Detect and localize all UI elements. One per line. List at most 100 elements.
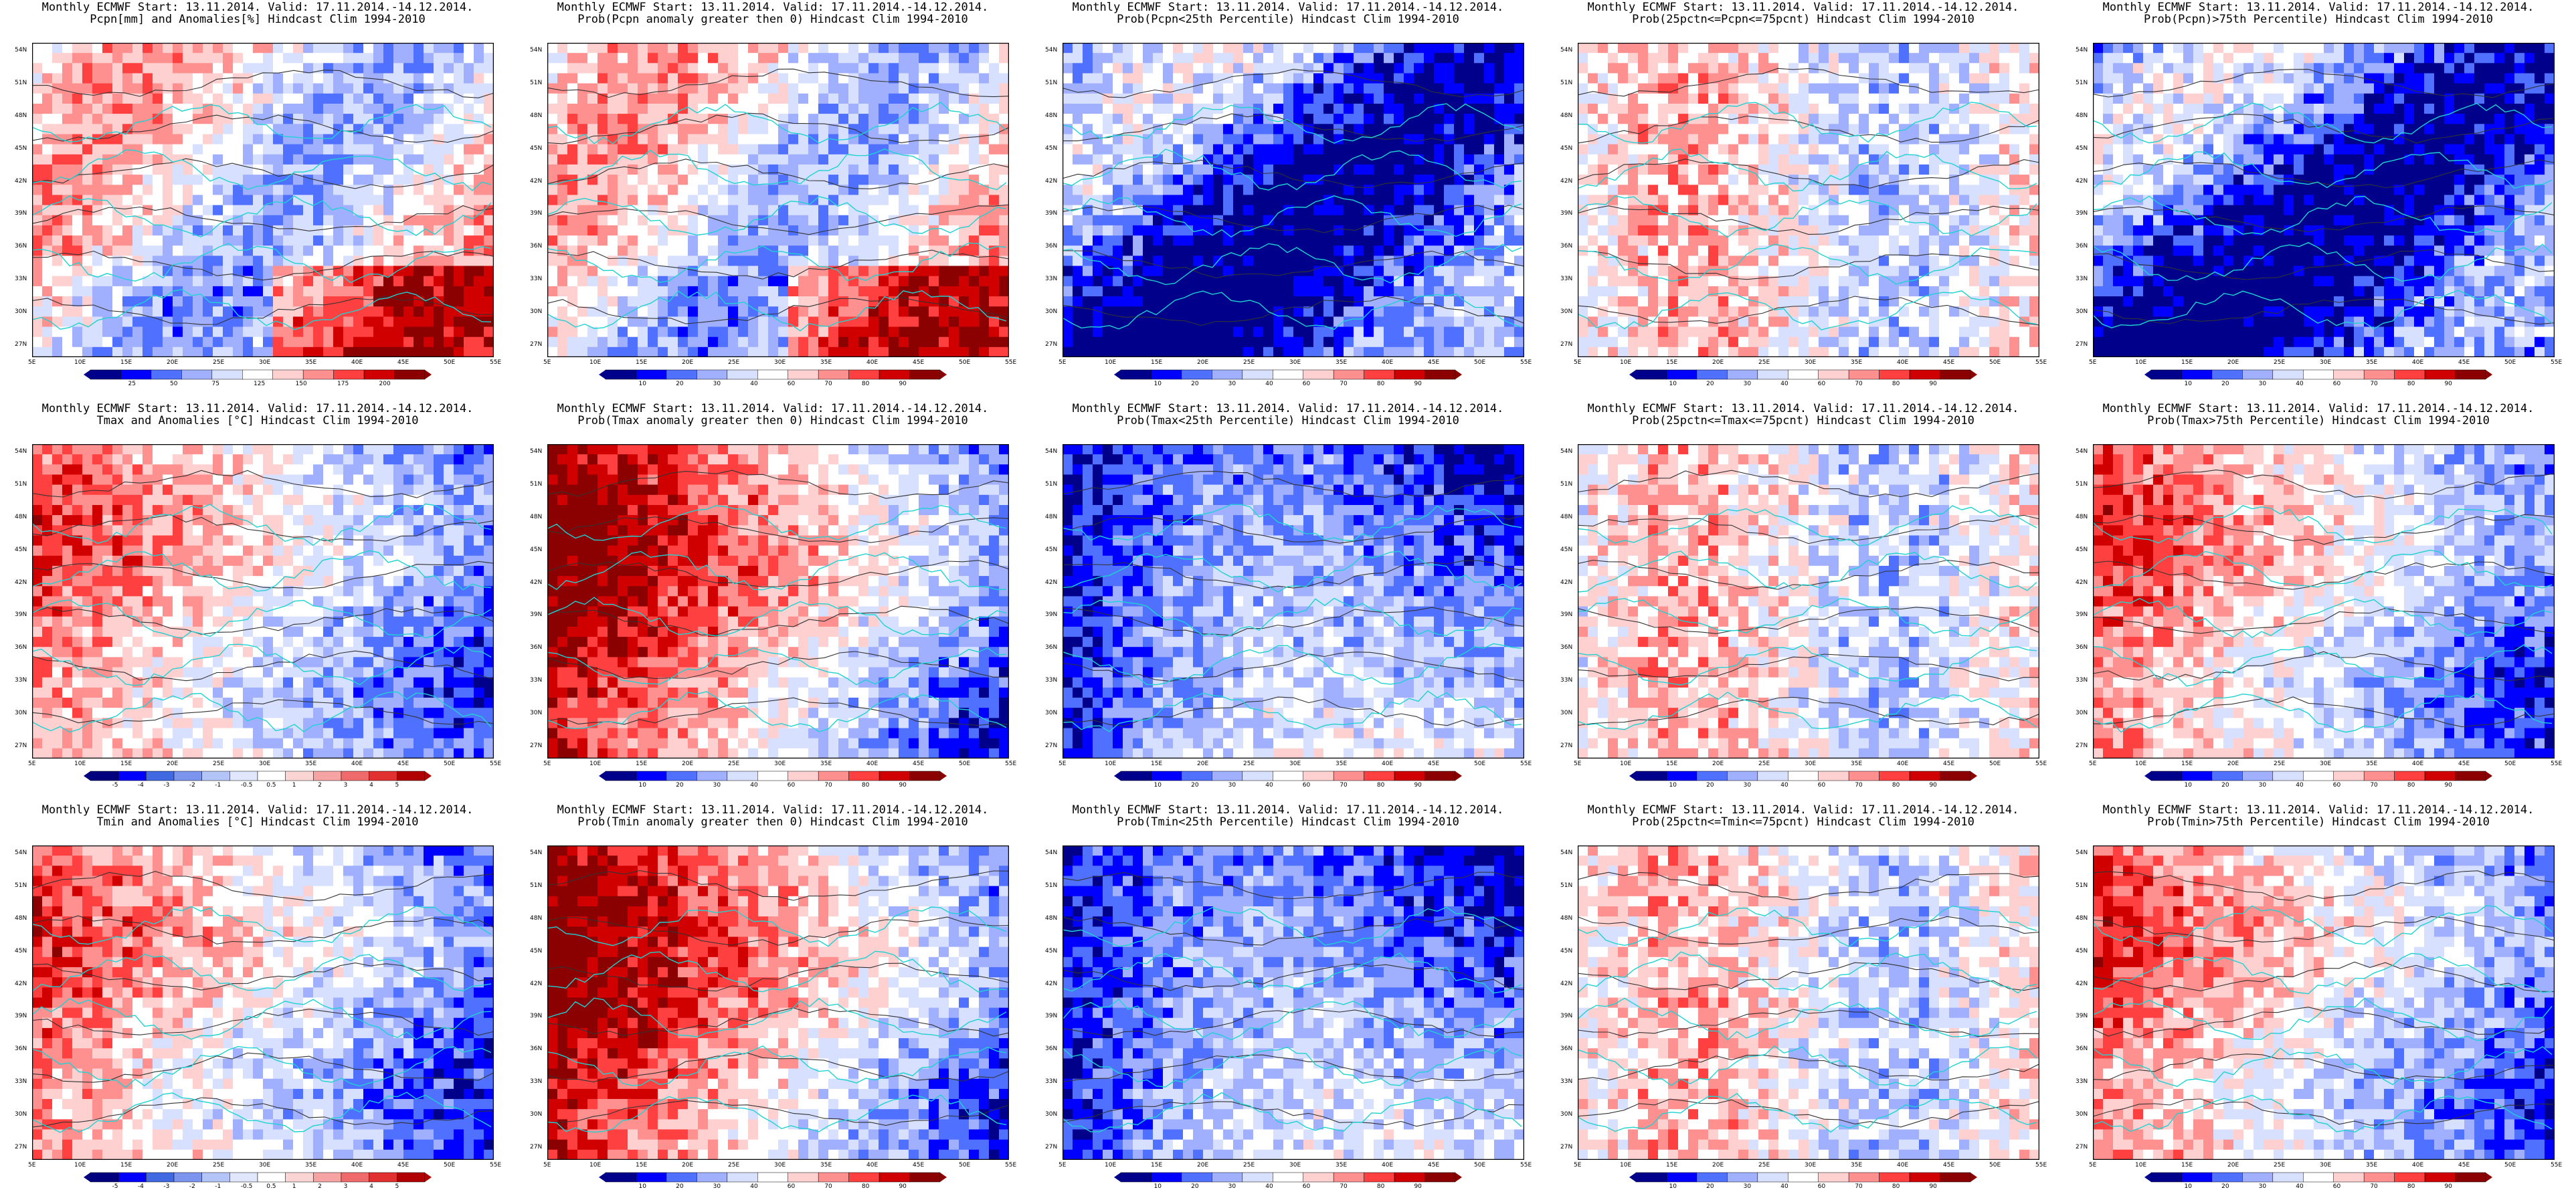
- colorbar-tick: 30: [2259, 1183, 2266, 1190]
- panel-title-line2: Prob(Tmin anomaly greater then 0) Hindca…: [515, 816, 1030, 828]
- lat-label: 54N: [1560, 849, 1572, 856]
- colorbar-tick: -3: [163, 1183, 169, 1190]
- colorbar-tick: 30: [1228, 381, 1236, 387]
- lon-label: 15E: [1151, 761, 1162, 767]
- lon-label: 5E: [543, 1162, 551, 1169]
- lon-label: 40E: [2412, 761, 2423, 767]
- colorbar-tick: 10: [1669, 782, 1677, 789]
- colorbar-tick: 80: [1892, 782, 1900, 789]
- lon-label: 30E: [2320, 761, 2331, 767]
- lon-label: 15E: [1151, 1162, 1162, 1169]
- lat-label: 42N: [530, 579, 542, 586]
- lon-label: 35E: [820, 761, 832, 767]
- colorbar-tick: 80: [862, 782, 869, 789]
- panel-title-line2: Prob(Tmin<25th Percentile) Hindcast Clim…: [1030, 816, 1546, 828]
- lon-label: 40E: [351, 761, 363, 767]
- colorbar-tick: 30: [1744, 782, 1751, 789]
- lat-label: 27N: [1560, 742, 1572, 749]
- lat-label: 27N: [15, 341, 27, 348]
- colorbar-tick: 10: [1669, 381, 1677, 387]
- colorbar-tick: 30: [2259, 782, 2266, 789]
- lon-label: 40E: [351, 1162, 363, 1169]
- map-image: [1578, 444, 2039, 759]
- panel-title: Monthly ECMWF Start: 13.11.2014. Valid: …: [515, 1, 1030, 25]
- lon-label: 35E: [1336, 761, 1347, 767]
- lat-label: 45N: [1560, 546, 1572, 553]
- lon-label: 5E: [1059, 761, 1066, 767]
- colorbar-tick: 1: [292, 782, 296, 789]
- lat-label: 36N: [2076, 243, 2088, 249]
- lon-label: 45E: [1428, 761, 1439, 767]
- lat-label: 54N: [15, 47, 27, 54]
- panel-title-line1: Monthly ECMWF Start: 13.11.2014. Valid: …: [515, 1, 1030, 13]
- lat-label: 54N: [530, 849, 542, 856]
- panel-title-line2: Prob(Tmax<25th Percentile) Hindcast Clim…: [1030, 415, 1546, 427]
- lon-label: 50E: [1474, 359, 1485, 366]
- lon-label: 55E: [490, 359, 501, 366]
- colorbar-tick: 60: [1818, 782, 1825, 789]
- colorbar-tick: 80: [1892, 381, 1900, 387]
- colorbar-tick: 4: [369, 782, 373, 789]
- lon-label: 35E: [305, 1162, 316, 1169]
- lon-label: 50E: [1474, 1162, 1485, 1169]
- lon-label: 15E: [636, 761, 647, 767]
- lon-label: 45E: [2458, 359, 2470, 366]
- map-panel: Monthly ECMWF Start: 13.11.2014. Valid: …: [1546, 401, 2061, 803]
- lat-label: 27N: [530, 341, 542, 348]
- colorbar: [84, 369, 432, 380]
- lat-label: 30N: [530, 710, 542, 716]
- lon-label: 10E: [1105, 359, 1116, 366]
- lat-label: 54N: [15, 448, 27, 455]
- lat-label: 27N: [1045, 742, 1057, 749]
- lat-label: 33N: [2076, 1078, 2088, 1085]
- colorbar-tick: -1: [215, 782, 221, 789]
- colorbar-tick: 0.5: [266, 1183, 276, 1190]
- map-panel: Monthly ECMWF Start: 13.11.2014. Valid: …: [0, 0, 515, 401]
- colorbar-tick: 90: [899, 381, 906, 387]
- colorbar-tick: 20: [2221, 1183, 2229, 1190]
- lat-label: 54N: [1045, 849, 1057, 856]
- lat-label: 42N: [2076, 178, 2088, 185]
- colorbar-tick: 40: [1265, 1183, 1273, 1190]
- lon-label: 10E: [589, 1162, 601, 1169]
- colorbar-tick: 90: [899, 782, 906, 789]
- panel-title-line1: Monthly ECMWF Start: 13.11.2014. Valid: …: [1030, 1, 1546, 13]
- lat-label: 39N: [1560, 210, 1572, 217]
- lat-label: 33N: [1045, 1078, 1057, 1085]
- lon-label: 50E: [1989, 1162, 2001, 1169]
- lat-label: 54N: [2076, 47, 2088, 54]
- colorbar: [1114, 369, 1462, 380]
- colorbar-tick: 5: [395, 1183, 399, 1190]
- lat-label: 30N: [2076, 710, 2088, 716]
- lat-label: 33N: [530, 1078, 542, 1085]
- lon-label: 35E: [2366, 1162, 2377, 1169]
- lat-label: 51N: [2076, 80, 2088, 86]
- lon-label: 10E: [589, 359, 601, 366]
- colorbar: [599, 369, 947, 380]
- lon-label: 15E: [2181, 761, 2193, 767]
- panel-title-line2: Prob(Pcpn<25th Percentile) Hindcast Clim…: [1030, 13, 1546, 25]
- lat-label: 39N: [1560, 611, 1572, 618]
- colorbar-tick: -4: [138, 1183, 144, 1190]
- colorbar: [2144, 1172, 2492, 1183]
- lon-label: 50E: [1989, 359, 2001, 366]
- lat-label: 45N: [15, 948, 27, 955]
- lat-label: 51N: [530, 481, 542, 488]
- colorbar-tick: 40: [1265, 782, 1273, 789]
- panel-title-line2: Prob(Pcpn)>75th Percentile) Hindcast Cli…: [2061, 13, 2576, 25]
- colorbar-tick: 90: [1414, 381, 1421, 387]
- lon-label: 35E: [1336, 359, 1347, 366]
- colorbar-tick: 70: [2370, 1183, 2377, 1190]
- colorbar-tick: 60: [788, 782, 795, 789]
- lon-label: 30E: [1805, 761, 1816, 767]
- panel-title-line2: Tmin and Anomalies [°C] Hindcast Clim 19…: [0, 816, 515, 828]
- lon-label: 45E: [397, 359, 409, 366]
- lon-label: 5E: [1059, 359, 1066, 366]
- lon-label: 30E: [259, 359, 270, 366]
- panel-title: Monthly ECMWF Start: 13.11.2014. Valid: …: [1030, 804, 1546, 828]
- map-image: [547, 43, 1009, 357]
- lon-label: 45E: [913, 359, 924, 366]
- colorbar-tick: 70: [824, 381, 832, 387]
- colorbar-tick: 20: [1706, 782, 1714, 789]
- lat-label: 51N: [1045, 80, 1057, 86]
